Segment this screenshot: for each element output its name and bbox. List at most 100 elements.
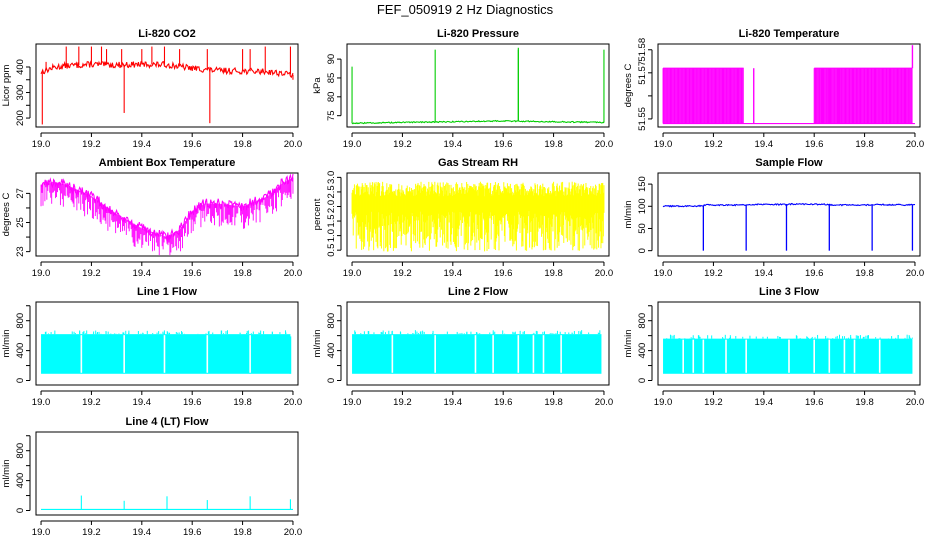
x-tick-label: 19.8 (544, 268, 563, 279)
x-tick-label: 19.2 (393, 397, 412, 408)
x-tick-label: 19.4 (444, 397, 463, 408)
series-ambient (40, 173, 294, 255)
x-tick-label: 19.4 (133, 139, 152, 150)
series-pressure (351, 47, 605, 125)
y-tick-label: 800 (15, 443, 26, 459)
x-tick-label: 19.8 (855, 268, 874, 279)
panel-title: Li-820 CO2 (138, 28, 195, 40)
x-tick-label: 20.0 (595, 139, 614, 150)
y-tick-label: 50 (637, 223, 648, 234)
panel-line2: Line 2 Flow 19.0 19.2 19.4 19.6 19.8 20.0 0 400 8… (312, 286, 613, 408)
panels: Li-820 CO2 19.0 19.2 19.4 19.6 19.8 20.0 200 300… (1, 28, 924, 538)
x-tick-label: 19.8 (233, 397, 252, 408)
x-tick-label: 20.0 (284, 139, 303, 150)
y-axis: 0 50 100 150 (637, 176, 653, 253)
y-axis-label: degrees C (1, 192, 12, 236)
panel-title: Line 1 Flow (137, 286, 197, 298)
x-axis: 19.0 19.2 19.4 19.6 19.8 20.0 (654, 261, 925, 279)
series-line (40, 60, 294, 79)
y-axis: 0 400 800 (637, 305, 653, 383)
x-tick-label: 19.0 (343, 268, 362, 279)
x-tick-label: 20.0 (906, 139, 925, 150)
x-tick-label: 19.8 (233, 268, 252, 279)
panel-temperature: Li-820 Temperature 19.0 19.2 19.4 19.6 19.8 20… (623, 28, 924, 150)
plot-frame (35, 431, 299, 516)
y-tick-label: 0 (637, 248, 648, 253)
plot-frame (657, 301, 921, 386)
x-tick-label: 19.8 (855, 397, 874, 408)
y-tick-label: 51.58 (637, 38, 648, 62)
panel-line3: Line 3 Flow 19.0 19.2 19.4 19.6 19.8 20.0 0 400 8… (623, 286, 924, 408)
x-tick-label: 19.2 (82, 397, 101, 408)
x-tick-label: 19.0 (343, 397, 362, 408)
x-tick-label: 19.2 (393, 139, 412, 150)
x-tick-label: 19.0 (654, 139, 673, 150)
x-tick-label: 19.2 (82, 268, 101, 279)
x-axis: 19.0 19.2 19.4 19.6 19.8 20.0 (32, 520, 302, 538)
x-tick-label: 19.4 (133, 268, 152, 279)
panel-title: Sample Flow (755, 157, 823, 169)
x-tick-label: 19.0 (32, 268, 51, 279)
x-tick-label: 19.4 (133, 527, 152, 538)
y-tick-label: 400 (637, 343, 648, 359)
y-tick-label: 0 (15, 378, 26, 383)
y-tick-label: 2.0 (326, 200, 337, 213)
y-tick-label: 3.0 (326, 171, 337, 184)
y-axis: 0.5 1.0 1.52.0 2.53.0 (326, 171, 342, 257)
y-tick-label: 400 (15, 473, 26, 489)
x-tick-label: 19.0 (32, 527, 51, 538)
y-axis: 0 400 800 (15, 305, 31, 383)
y-axis-label: Licor ppm (1, 65, 12, 107)
x-tick-label: 19.2 (704, 268, 723, 279)
panel-line4: Line 4 (LT) Flow 19.0 19.2 19.4 19.6 19.8 20.0… (1, 416, 302, 538)
y-tick-label: 800 (15, 313, 26, 329)
plot-frame (35, 43, 299, 128)
y-tick-label: 800 (637, 313, 648, 329)
y-axis-label: ml/min (312, 330, 323, 358)
series-temperature (662, 45, 915, 125)
y-tick-label: 0.5 (326, 244, 337, 257)
y-tick-label: 200 (15, 110, 26, 126)
y-axis-label: ml/min (1, 330, 12, 358)
panel-line1: Line 1 Flow 19.0 19.2 19.4 19.6 19.8 20.0 0 400 8… (1, 286, 302, 408)
y-tick-label: 75 (326, 110, 337, 121)
panel-title: Line 4 (LT) Flow (126, 416, 209, 428)
y-axis-label: percent (312, 198, 323, 230)
x-axis: 19.0 19.2 19.4 19.6 19.8 20.0 (654, 132, 925, 150)
y-tick-label: 400 (15, 59, 26, 75)
y-tick-label: 25 (15, 217, 26, 228)
plot-frame (346, 172, 610, 257)
x-tick-label: 19.8 (544, 139, 563, 150)
x-tick-label: 19.6 (183, 268, 202, 279)
series-sample_flow (662, 202, 916, 251)
y-tick-label: 90 (326, 54, 337, 65)
y-tick-label: 1.5 (326, 214, 337, 227)
x-axis: 19.0 19.2 19.4 19.6 19.8 20.0 (32, 261, 302, 279)
x-tick-label: 19.6 (183, 397, 202, 408)
y-tick-label: 51.57 (637, 61, 648, 85)
y-axis-label: ml/min (623, 201, 634, 229)
y-axis-label: ml/min (623, 330, 634, 358)
x-tick-label: 19.4 (755, 268, 774, 279)
y-tick-label: 100 (637, 198, 648, 214)
y-axis: 0 400 800 (15, 435, 31, 513)
x-axis: 19.0 19.2 19.4 19.6 19.8 20.0 (32, 132, 303, 150)
y-tick-label: 300 (15, 85, 26, 101)
panel-title: Line 3 Flow (759, 286, 819, 298)
x-axis: 19.0 19.2 19.4 19.6 19.8 20.0 (654, 390, 924, 408)
y-axis: 200 300 400 (15, 59, 31, 126)
x-tick-label: 19.6 (494, 268, 513, 279)
y-tick-label: 0 (15, 508, 26, 513)
x-tick-label: 19.4 (133, 397, 152, 408)
series-line1 (41, 330, 292, 374)
y-axis: 0 400 800 (326, 305, 342, 383)
panel-rh: Gas Stream RH 19.0 19.2 19.4 19.6 19.8 20.0 0.5… (312, 157, 613, 279)
series-co2 (40, 46, 294, 125)
x-tick-label: 20.0 (906, 268, 925, 279)
x-tick-label: 19.4 (755, 397, 774, 408)
x-tick-label: 19.2 (704, 139, 723, 150)
y-tick-label: 80 (326, 92, 337, 103)
plot-frame (346, 43, 610, 128)
x-tick-label: 19.2 (82, 139, 101, 150)
